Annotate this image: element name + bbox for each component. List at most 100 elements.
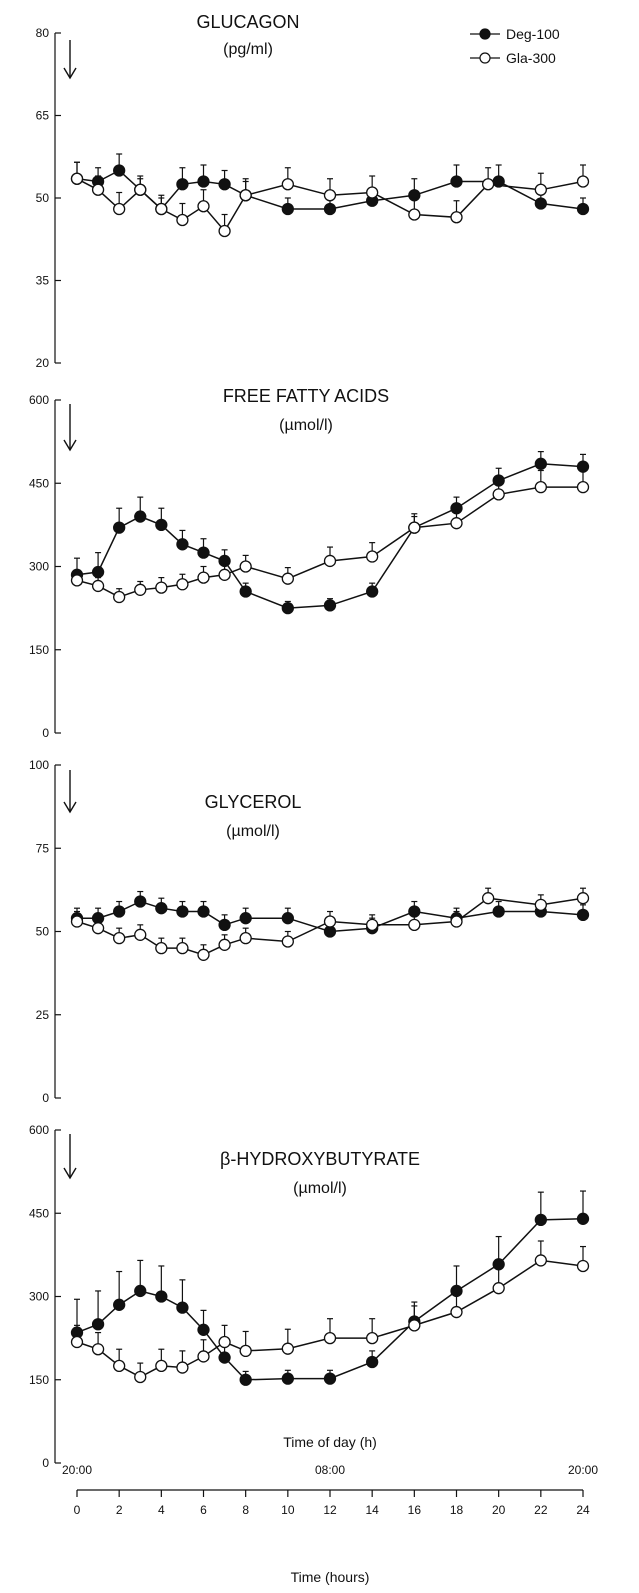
legend: Deg-100 Gla-300: [470, 26, 560, 66]
panel-unit: (pg/ml): [223, 41, 273, 58]
data-point-deg-100: [239, 1373, 252, 1386]
y-tick-label: 450: [29, 476, 49, 490]
data-point-deg-100: [134, 510, 147, 523]
series-gla-300: [70, 887, 590, 961]
y-tick-label: 35: [36, 274, 50, 288]
data-point-gla-300: [450, 1305, 463, 1319]
legend-marker-filled: [479, 28, 491, 40]
series-line-gla-300: [76, 486, 583, 598]
y-tick-label: 0: [42, 726, 49, 740]
data-point-gla-300: [481, 178, 495, 191]
x-tick-label: 18: [450, 1503, 464, 1517]
data-point-deg-100: [134, 895, 147, 908]
data-point-deg-100: [197, 175, 210, 188]
y-tick-label: 0: [42, 1456, 49, 1470]
panel-title: GLYCEROL: [205, 792, 302, 812]
data-point-gla-300: [239, 189, 252, 202]
x-tick-label: 12: [323, 1503, 337, 1517]
data-point-deg-100: [197, 546, 210, 559]
y-tick-label: 80: [36, 26, 50, 40]
data-point-deg-100: [239, 585, 252, 598]
data-point-gla-300: [323, 189, 337, 202]
x-tick-label: 8: [242, 1503, 249, 1517]
data-point-gla-300: [366, 186, 379, 199]
panel-unit: (µmol/l): [226, 823, 280, 840]
data-point-gla-300: [534, 183, 547, 196]
x-axis: 0 2 4 6 8 10 12 14 16 18 20 22 24: [74, 1489, 590, 1517]
data-point-gla-300: [408, 208, 421, 221]
panel-glucagon: 20 35 50 65 80 GLUCAGON (pg/ml): [36, 12, 590, 370]
data-point-gla-300: [492, 1282, 505, 1295]
series-gla-300: [70, 161, 590, 238]
x-tick-label: 6: [200, 1503, 207, 1517]
data-point-gla-300: [91, 922, 105, 935]
data-point-deg-100: [113, 521, 126, 534]
x-tick-label: 22: [534, 1503, 548, 1517]
data-point-deg-100: [281, 202, 294, 216]
data-point-gla-300: [134, 1370, 147, 1384]
data-point-deg-100: [366, 1355, 379, 1369]
y-tick-label: 0: [42, 1091, 49, 1105]
x-tick-label: 16: [408, 1503, 422, 1517]
data-point-gla-300: [450, 211, 463, 224]
y-tick-label: 50: [36, 925, 50, 939]
y-tick-label: 600: [29, 393, 49, 407]
data-point-deg-100: [450, 175, 463, 188]
series-gla-300: [70, 469, 590, 604]
data-point-gla-300: [366, 1331, 379, 1345]
data-point-deg-100: [218, 178, 231, 191]
panel-free-fatty-acids: 0 150 300 450 600 FREE FATTY ACIDS (µmol/l): [29, 386, 590, 740]
y-tick-label: 50: [36, 191, 50, 205]
panel-unit: (µmol/l): [279, 417, 333, 434]
x-tick-label: 10: [281, 1503, 295, 1517]
data-point-deg-100: [134, 1284, 147, 1298]
data-point-gla-300: [239, 932, 252, 945]
data-point-deg-100: [218, 1351, 231, 1364]
data-point-gla-300: [113, 932, 126, 945]
data-point-deg-100: [197, 905, 210, 918]
y-tick-label: 25: [36, 1008, 50, 1022]
data-point-gla-300: [218, 938, 231, 951]
time-of-day-title: Time of day (h): [283, 1434, 377, 1450]
data-point-gla-300: [91, 183, 105, 196]
y-tick-label: 300: [29, 560, 49, 574]
data-point-deg-100: [155, 518, 168, 532]
data-point-gla-300: [323, 915, 337, 928]
x-tick-label: 20: [492, 1503, 506, 1517]
data-point-gla-300: [176, 213, 189, 227]
data-point-gla-300: [70, 172, 84, 185]
x-tick-label: 24: [576, 1503, 590, 1517]
data-point-gla-300: [576, 175, 590, 188]
data-point-gla-300: [576, 480, 590, 494]
time-of-day-label: 20:00: [568, 1463, 598, 1477]
legend-marker-open: [479, 52, 491, 64]
panel-title: GLUCAGON: [196, 12, 299, 32]
data-point-deg-100: [492, 905, 505, 918]
data-point-deg-100: [366, 585, 379, 598]
legend-item-gla-300: Gla-300: [470, 50, 556, 66]
data-point-deg-100: [323, 1372, 337, 1385]
data-point-gla-300: [281, 178, 294, 191]
data-point-gla-300: [576, 892, 590, 905]
data-point-deg-100: [176, 538, 189, 551]
data-point-gla-300: [481, 892, 495, 905]
y-tick-label: 65: [36, 109, 50, 123]
data-point-gla-300: [281, 1342, 294, 1355]
data-point-gla-300: [134, 183, 147, 196]
data-point-gla-300: [155, 942, 168, 955]
x-tick-label: 2: [116, 1503, 123, 1517]
data-point-deg-100: [323, 599, 337, 612]
data-point-gla-300: [197, 571, 210, 584]
data-point-deg-100: [113, 905, 126, 918]
series-line-deg-100: [76, 1218, 584, 1381]
data-point-gla-300: [408, 521, 421, 534]
data-point-deg-100: [576, 908, 590, 921]
data-point-deg-100: [113, 164, 126, 177]
series-line-deg-100: [76, 463, 584, 609]
data-point-gla-300: [450, 915, 463, 928]
time-of-day-label: 08:00: [315, 1463, 345, 1477]
data-point-gla-300: [155, 581, 168, 594]
data-point-deg-100: [534, 457, 547, 470]
y-tick-label: 450: [29, 1206, 49, 1220]
